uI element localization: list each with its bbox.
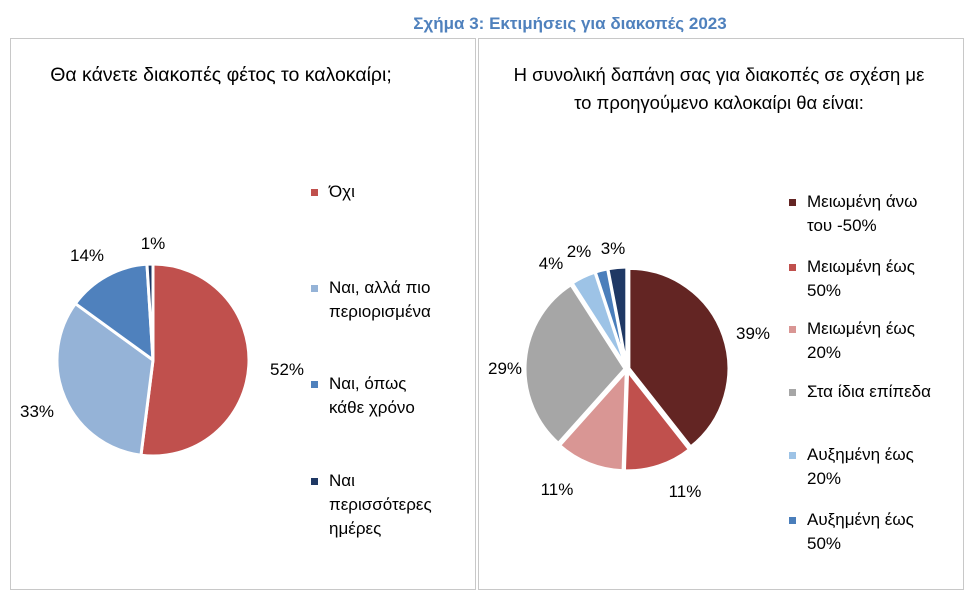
legend-marker xyxy=(789,517,796,524)
legend-marker xyxy=(311,285,318,292)
pie-slice xyxy=(139,262,251,458)
legend-marker xyxy=(789,199,796,206)
right-chart-panel: Η συνολική δαπάνη σας για διακοπές σε σχ… xyxy=(478,38,964,590)
left-pie-svg: 52% 33% 14% 1% xyxy=(20,234,304,458)
pie-data-label: 2% xyxy=(567,242,592,261)
legend-marker xyxy=(311,189,318,196)
pie-slice xyxy=(523,283,627,445)
pie-slice xyxy=(145,262,155,362)
legend-marker xyxy=(311,381,318,388)
legend-label: Αυξημένη έως 20% xyxy=(807,445,914,488)
pie-slice xyxy=(627,266,731,449)
legend-marker xyxy=(789,264,796,271)
pie-data-label: 52% xyxy=(270,360,304,379)
left-chart-panel: Θα κάνετε διακοπές φέτος το καλοκαίρι; 5… xyxy=(10,38,476,590)
legend-label: Όχι xyxy=(329,182,355,201)
legend-label: Μειωμένη άνω του -50% xyxy=(807,192,918,235)
legend-label: Ναι, όπως κάθε χρόνο xyxy=(329,374,415,417)
pie-data-label: 11% xyxy=(541,480,574,499)
figure-title: Σχήμα 3: Εκτιμήσεις για διακοπές 2023 xyxy=(413,14,727,33)
legend-label: Ναι, αλλά πιο περιορισμένα xyxy=(329,278,431,321)
pie-slice xyxy=(73,262,155,362)
legend-marker xyxy=(789,389,796,396)
legend-label: Μειωμένη έως 20% xyxy=(807,319,915,362)
legend-label: Μειωμένη έως 50% xyxy=(807,257,915,300)
pie-slice xyxy=(622,369,691,473)
legend-label: Στα ίδια επίπεδα xyxy=(807,382,931,401)
pie-data-label: 14% xyxy=(70,246,104,265)
left-chart-title: Θα κάνετε διακοπές φέτος το καλοκαίρι; xyxy=(50,64,392,86)
pie-data-label: 4% xyxy=(539,254,564,273)
pie-slice xyxy=(606,265,629,369)
legend-label: Ναι περισσότερες ημέρες xyxy=(329,471,432,538)
pie-data-label: 11% xyxy=(669,482,702,501)
pie-data-label: 39% xyxy=(736,324,770,343)
right-pie-svg: 39% 11% 11% 29% 4%2% 3% xyxy=(488,239,770,501)
pie-data-label: 1% xyxy=(141,234,166,253)
legend-label: Αυξημένη έως 50% xyxy=(807,510,914,553)
pie-data-label: 3% xyxy=(601,239,626,258)
legend-marker xyxy=(789,452,796,459)
pie-slice xyxy=(558,369,628,473)
pie-data-label: 29% xyxy=(488,359,522,378)
pie-data-label: 33% xyxy=(20,402,54,421)
pie-slice xyxy=(55,302,155,457)
legend-marker xyxy=(789,326,796,333)
legend-marker xyxy=(311,478,318,485)
right-chart-title: Η συνολική δαπάνη σας για διακοπές σε σχ… xyxy=(513,64,925,113)
